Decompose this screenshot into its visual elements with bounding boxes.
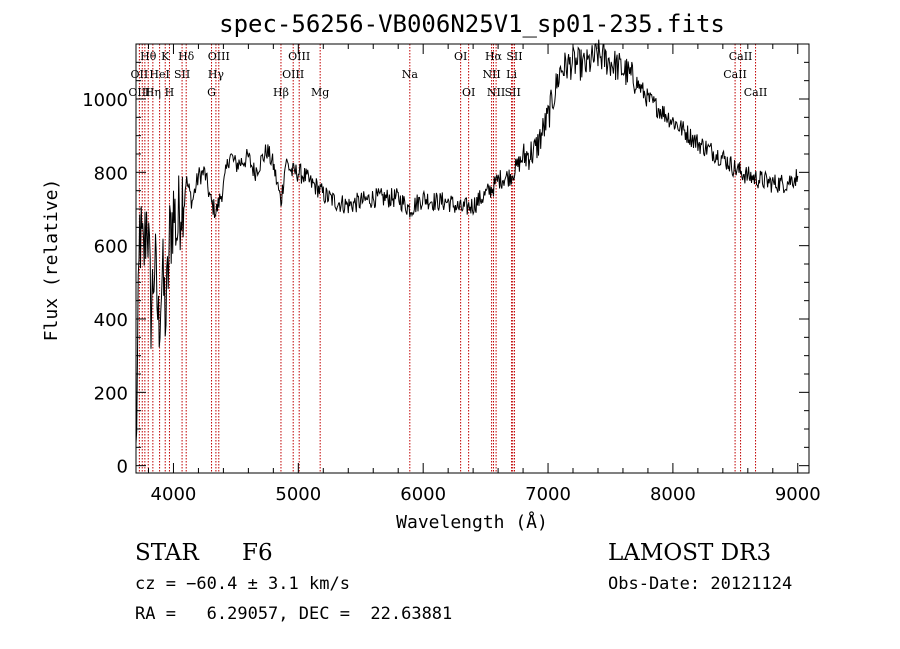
line-label: K — [161, 50, 170, 63]
line-label: OI — [462, 86, 475, 99]
line-label: OI — [454, 50, 467, 63]
y-tick-label: 600 — [94, 237, 128, 258]
line-label: Na — [402, 68, 419, 81]
line-label: SII — [174, 68, 190, 81]
survey-label: LAMOST DR3 — [608, 540, 772, 566]
line-label: OIII — [282, 68, 304, 81]
y-axis-ticks: 0 200 400 600 800 1000 — [82, 61, 809, 478]
line-label: Hη — [145, 86, 161, 99]
line-label: OIII — [128, 86, 150, 99]
flux-series-line — [135, 39, 799, 444]
y-tick-label: 400 — [94, 310, 128, 331]
line-label: CaII — [729, 50, 753, 63]
object-subclass: F6 — [242, 540, 273, 566]
y-tick-label: 1000 — [82, 90, 128, 111]
object-class: STAR — [135, 540, 199, 566]
plot-frame — [135, 43, 810, 474]
line-label: Hθ — [140, 50, 157, 63]
line-label: SII — [505, 86, 521, 99]
line-label: G — [207, 86, 216, 99]
y-tick-label: 800 — [94, 163, 128, 184]
line-label: Li — [506, 68, 517, 81]
line-label: SII — [506, 50, 522, 63]
line-label: HeI — [149, 68, 169, 81]
chart-title: spec-56256-VB006N25V1_sp01-235.fits — [219, 10, 725, 38]
line-label: NII — [487, 86, 505, 99]
line-label: Hγ — [208, 68, 225, 81]
line-label: Mg — [311, 86, 329, 99]
obs-date: Obs-Date: 20121124 — [608, 574, 793, 594]
line-label: Hβ — [273, 86, 289, 99]
line-label: NII — [482, 68, 500, 81]
line-label: Hα — [485, 50, 503, 63]
y-tick-label: 0 — [117, 457, 128, 478]
line-label: OIII — [288, 50, 310, 63]
x-tick-label: 5000 — [275, 484, 321, 505]
line-label: H — [165, 86, 175, 99]
y-axis-label: Flux (relative) — [41, 179, 62, 342]
x-tick-label: 4000 — [151, 484, 197, 505]
x-tick-label: 7000 — [525, 484, 571, 505]
x-tick-label: 6000 — [400, 484, 446, 505]
y-tick-label: 200 — [94, 383, 128, 404]
line-label: Hδ — [178, 50, 195, 63]
line-label: OIII — [208, 50, 230, 63]
line-label: CaII — [723, 68, 747, 81]
coordinates-readout: RA = 6.29057, DEC = 22.63881 — [135, 604, 453, 624]
line-label: CaII — [744, 86, 768, 99]
x-axis-ticks: 4000 5000 6000 7000 8000 9000 — [147, 44, 821, 505]
line-markers — [138, 44, 757, 473]
redshift-readout: cz = −60.4 ± 3.1 km/s — [135, 574, 350, 594]
x-tick-label: 8000 — [650, 484, 696, 505]
x-axis-label: Wavelength (Å) — [396, 511, 548, 533]
line-label: OII — [131, 68, 149, 81]
x-tick-label: 9000 — [775, 484, 821, 505]
